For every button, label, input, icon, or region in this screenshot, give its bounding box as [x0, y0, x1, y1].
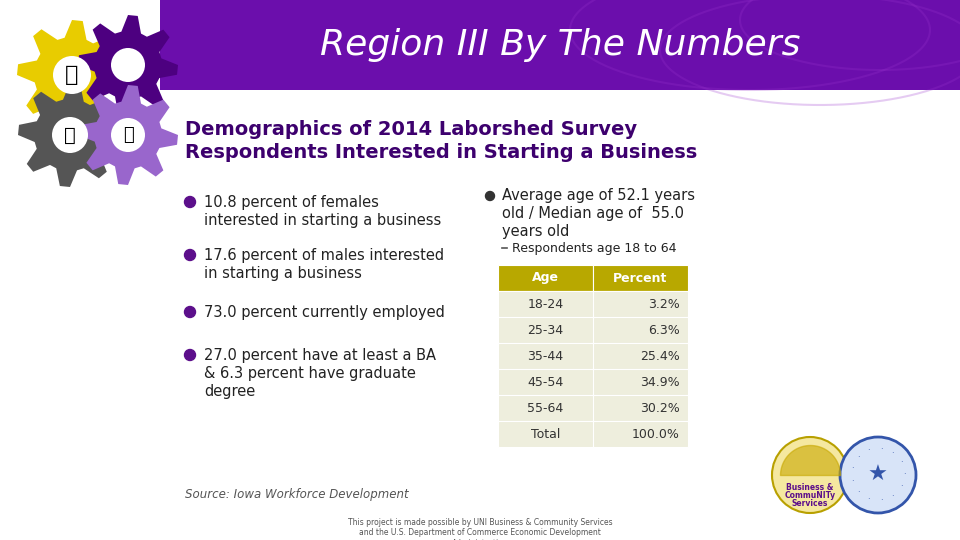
Circle shape [840, 437, 916, 513]
Text: 73.0 percent currently employed: 73.0 percent currently employed [204, 305, 444, 320]
Text: Demographics of 2014 Laborshed Survey: Demographics of 2014 Laborshed Survey [185, 120, 637, 139]
Text: 25.4%: 25.4% [640, 349, 680, 362]
Bar [0, 0, 160, 200]
Circle shape [111, 118, 145, 152]
Text: Total: Total [531, 428, 561, 441]
Polygon shape [78, 85, 178, 185]
Bar [498, 291, 593, 317]
Text: ·: · [879, 496, 882, 505]
Text: 45-54: 45-54 [527, 375, 564, 388]
Text: 6.3%: 6.3% [648, 323, 680, 336]
Circle shape [111, 48, 145, 82]
Text: ·: · [868, 446, 870, 455]
Circle shape [184, 349, 196, 361]
Circle shape [53, 56, 91, 94]
Bar [498, 265, 593, 291]
Bar [593, 343, 688, 369]
Text: ★: ★ [868, 465, 888, 485]
Text: ·: · [900, 483, 902, 491]
Bar [593, 317, 688, 343]
Text: ·: · [879, 444, 882, 454]
Polygon shape [17, 20, 127, 130]
Text: Average age of 52.1 years: Average age of 52.1 years [502, 188, 695, 203]
Text: Region III By The Numbers: Region III By The Numbers [320, 28, 801, 62]
Text: 📊: 📊 [123, 126, 133, 144]
Text: 25-34: 25-34 [527, 323, 564, 336]
Text: Age: Age [532, 272, 559, 285]
Bar [0, 200, 160, 540]
Text: ·: · [852, 464, 854, 473]
Circle shape [52, 117, 88, 153]
Text: old / Median age of  55.0: old / Median age of 55.0 [502, 206, 684, 221]
Text: CommuNITy: CommuNITy [784, 491, 835, 501]
Text: 27.0 percent have at least a BA: 27.0 percent have at least a BA [204, 348, 436, 363]
Polygon shape [18, 83, 122, 187]
Text: Source: Iowa Workforce Development: Source: Iowa Workforce Development [185, 488, 409, 501]
Text: Percent: Percent [613, 272, 668, 285]
Bar [498, 395, 593, 421]
Text: Business &: Business & [786, 483, 833, 491]
Text: ·: · [900, 458, 902, 468]
Text: ·: · [892, 449, 894, 458]
Bar [160, 0, 960, 90]
Text: ·: · [892, 492, 894, 501]
Text: 100.0%: 100.0% [632, 428, 680, 441]
Polygon shape [78, 15, 178, 115]
Text: 3.2%: 3.2% [648, 298, 680, 310]
Text: 30.2%: 30.2% [640, 402, 680, 415]
Bar [498, 421, 593, 447]
Text: 17.6 percent of males interested: 17.6 percent of males interested [204, 248, 444, 263]
Bar [593, 291, 688, 317]
Text: Services: Services [792, 500, 828, 509]
Circle shape [772, 437, 848, 513]
Bar [498, 317, 593, 343]
Circle shape [184, 197, 196, 207]
Text: 55-64: 55-64 [527, 402, 564, 415]
Bar [593, 369, 688, 395]
Text: This project is made possible by UNI Business & Community Services
and the U.S. : This project is made possible by UNI Bus… [348, 518, 612, 540]
Text: $: $ [119, 53, 136, 77]
Text: ·: · [852, 477, 854, 485]
Text: Respondents Interested in Starting a Business: Respondents Interested in Starting a Bus… [185, 143, 697, 162]
Text: 34.9%: 34.9% [640, 375, 680, 388]
Bar [593, 395, 688, 421]
Text: ·: · [868, 495, 870, 504]
Circle shape [184, 249, 196, 260]
Text: ·: · [902, 470, 905, 480]
Bar [593, 265, 688, 291]
Text: ·: · [857, 453, 860, 462]
Text: Respondents age 18 to 64: Respondents age 18 to 64 [512, 242, 677, 255]
Text: years old: years old [502, 224, 569, 239]
Text: 18-24: 18-24 [527, 298, 564, 310]
Bar [498, 343, 593, 369]
Text: 👥: 👥 [64, 125, 76, 145]
Bar [160, 90, 960, 540]
Bar [498, 369, 593, 395]
Text: & 6.3 percent have graduate: & 6.3 percent have graduate [204, 366, 416, 381]
Text: degree: degree [204, 384, 255, 399]
Circle shape [486, 192, 494, 200]
Text: 35-44: 35-44 [527, 349, 564, 362]
Text: in starting a business: in starting a business [204, 266, 362, 281]
Bar [593, 421, 688, 447]
Circle shape [184, 307, 196, 318]
Text: 10.8 percent of females: 10.8 percent of females [204, 195, 379, 210]
Text: ·: · [857, 488, 860, 497]
Text: interested in starting a business: interested in starting a business [204, 213, 442, 228]
Text: 💡: 💡 [65, 65, 79, 85]
